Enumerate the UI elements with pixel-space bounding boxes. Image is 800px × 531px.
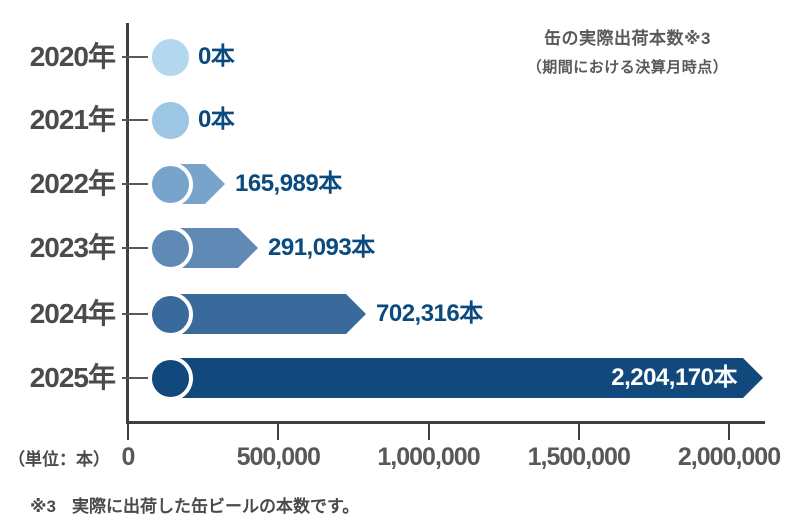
y-axis-tick <box>122 183 152 185</box>
y-axis-tick <box>122 56 152 58</box>
value-label: 702,316本 <box>376 300 483 327</box>
chart-title-block: 缶の実際出荷本数※3 （期間における決算月時点） <box>455 24 800 77</box>
chart-title: 缶の実際出荷本数※3 <box>544 29 711 48</box>
unit-label: （単位：本） <box>8 450 110 469</box>
footnote-marker: ※3 <box>30 497 56 516</box>
x-axis-tick <box>277 424 280 440</box>
year-label: 2020年 <box>29 41 116 72</box>
bar-start-circle <box>148 35 193 80</box>
value-label: 0本 <box>198 106 235 133</box>
year-label: 2024年 <box>29 298 116 329</box>
year-label: 2022年 <box>29 168 116 199</box>
x-axis-tick-label: 1,500,000 <box>527 443 631 471</box>
value-label: 291,093本 <box>268 234 375 261</box>
bar-start-circle <box>148 226 193 271</box>
x-axis-tick <box>127 424 129 440</box>
value-label: 165,989本 <box>235 170 342 197</box>
bar-start-circle <box>148 292 193 337</box>
x-axis-tick-label: 0 <box>121 443 136 471</box>
bar-arrow <box>171 358 763 398</box>
x-axis-tick-label: 1,000,000 <box>377 443 480 471</box>
x-axis-tick <box>427 424 430 440</box>
x-axis-tick <box>577 424 580 440</box>
y-axis-tick <box>122 119 152 121</box>
bar-start-circle <box>148 356 193 401</box>
year-label: 2021年 <box>29 104 116 135</box>
year-label: 2025年 <box>29 362 116 393</box>
y-axis-tick <box>122 377 152 379</box>
footnote-text: 実際に出荷した缶ビールの本数です。 <box>71 497 360 516</box>
x-axis-tick <box>728 424 730 440</box>
bar-start-circle <box>148 162 193 207</box>
y-axis-tick <box>122 313 152 315</box>
chart-subtitle: （期間における決算月時点） <box>526 59 729 76</box>
x-axis-tick-label: 2,000,000 <box>677 443 781 471</box>
y-axis-tick <box>122 247 152 249</box>
bar-arrow <box>171 294 366 334</box>
year-label: 2023年 <box>29 232 116 263</box>
value-label: 2,204,170本 <box>611 364 737 391</box>
bar-start-circle <box>148 98 193 143</box>
y-axis-line <box>126 23 129 422</box>
footnote: ※3 実際に出荷した缶ビールの本数です。 <box>30 492 359 517</box>
x-axis-tick-label: 500,000 <box>236 443 321 471</box>
x-axis-line <box>126 421 765 424</box>
value-label: 0本 <box>198 43 235 70</box>
